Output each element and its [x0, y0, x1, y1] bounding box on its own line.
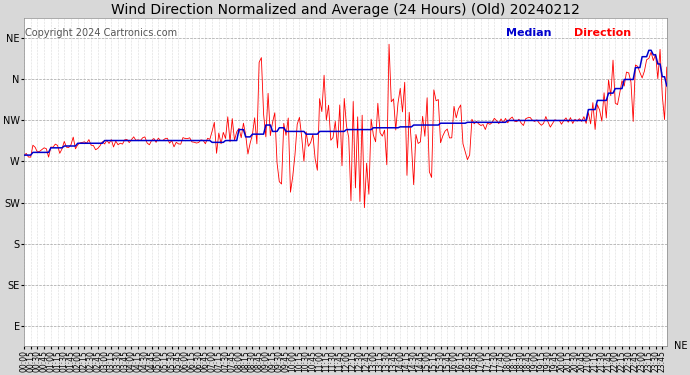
Text: NE: NE	[673, 341, 687, 351]
Text: Copyright 2024 Cartronics.com: Copyright 2024 Cartronics.com	[25, 28, 177, 38]
Text: Median: Median	[506, 28, 551, 38]
Text: Direction: Direction	[573, 28, 631, 38]
Title: Wind Direction Normalized and Average (24 Hours) (Old) 20240212: Wind Direction Normalized and Average (2…	[111, 3, 580, 17]
